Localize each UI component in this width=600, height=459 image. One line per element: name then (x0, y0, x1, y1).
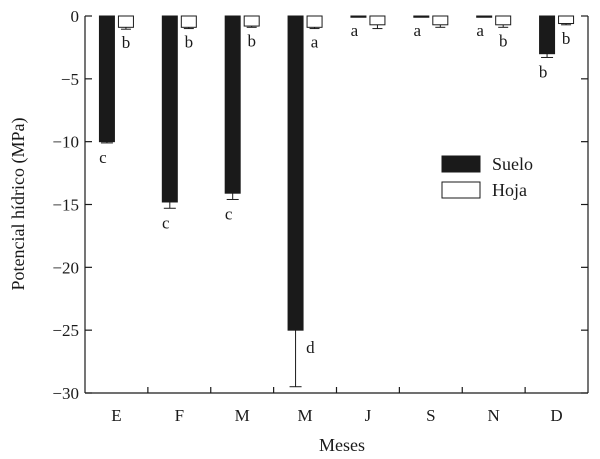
sig-letter-suelo: a (351, 21, 359, 40)
bar-suelo (476, 15, 493, 18)
bar-hoja (243, 15, 260, 27)
x-tick-label: D (550, 406, 562, 425)
bar-suelo (98, 15, 115, 143)
bar-suelo (413, 15, 430, 18)
axes: 0 −5 −10 −15 −20 −25 −30 E F M M J S N D (52, 7, 589, 425)
bar-suelo (539, 15, 556, 55)
y-tick-label: −5 (61, 70, 79, 89)
bar-suelo (161, 15, 178, 203)
sig-letter-hoja: b (562, 29, 571, 48)
sig-letter-suelo: b (539, 62, 548, 81)
sig-letter-hoja: b (122, 33, 131, 52)
legend: Suelo Hoja (441, 154, 533, 200)
bar-hoja (117, 15, 134, 28)
x-tick-label: E (111, 406, 121, 425)
x-tick-label: N (488, 406, 500, 425)
y-tick-label: −25 (52, 321, 79, 340)
bar-suelo (287, 15, 304, 331)
x-tick-label: M (298, 406, 313, 425)
sig-letter-hoja: b (247, 31, 256, 50)
sig-letter-suelo: c (225, 204, 233, 223)
x-axis-title: Meses (319, 435, 365, 455)
bar-hoja (495, 15, 512, 26)
x-tick-label: F (175, 406, 184, 425)
y-tick-label: −30 (52, 384, 79, 403)
sig-letter-suelo: d (306, 338, 315, 357)
sig-letter-hoja: b (185, 33, 194, 52)
y-axis-title: Potencial hídrico (MPa) (8, 118, 29, 291)
legend-label-suelo: Suelo (492, 154, 533, 174)
legend-label-hoja: Hoja (492, 180, 527, 200)
bar-hoja (180, 15, 197, 28)
y-tick-label: −10 (52, 133, 79, 152)
bar-suelo (350, 15, 367, 18)
bar-hoja (306, 15, 323, 28)
bar-hoja (558, 15, 575, 25)
sig-letter-suelo: a (476, 21, 484, 40)
y-tick-label: −15 (52, 196, 79, 215)
bar-hoja (432, 15, 449, 26)
y-tick-label: 0 (71, 7, 80, 26)
sig-letter-suelo: c (99, 148, 107, 167)
legend-swatch-suelo (441, 155, 481, 173)
legend-swatch-hoja (441, 181, 481, 199)
x-tick-label: M (235, 406, 250, 425)
sig-letter-hoja: a (311, 33, 319, 52)
x-tick-label: S (426, 406, 435, 425)
bar-suelo (224, 15, 241, 194)
sig-letter-hoja: b (499, 31, 508, 50)
y-tick-label: −20 (52, 258, 79, 277)
x-tick-label: J (365, 406, 372, 425)
sig-letter-suelo: c (162, 213, 170, 232)
sig-letter-suelo: a (414, 21, 422, 40)
bar-hoja (369, 15, 386, 26)
